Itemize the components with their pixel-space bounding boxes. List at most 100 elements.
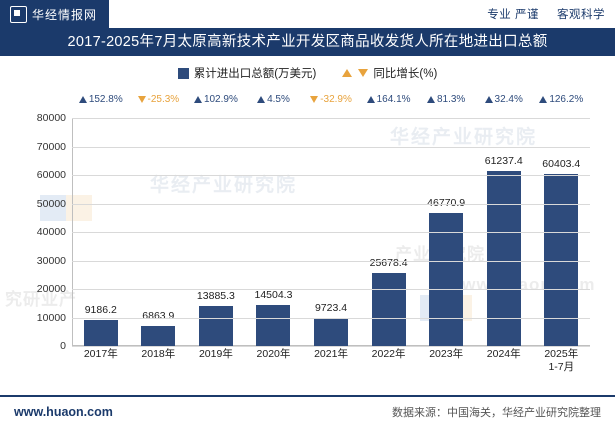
slogan-right: 客观科学 [557,9,605,21]
bar-value-label: 25678.4 [369,256,408,269]
growth-rate-label: 102.9% [203,94,238,105]
growth-rate-label: 4.5% [267,94,290,105]
bar-value-label: 9723.4 [314,302,348,315]
x-axis-tick-label: 2017年 [83,348,118,360]
growth-rate-item: -32.9% [302,94,360,105]
y-axis-tick-label: 40000 [36,226,66,238]
x-axis-tick-label: 2023年 [429,348,464,360]
bar[interactable] [198,306,233,346]
marker-up-icon [193,96,202,103]
marker-up-icon [366,96,375,103]
bar[interactable] [141,326,176,346]
triangle-down-icon [358,69,369,77]
chart-legend: 累计进出口总额(万美元) 同比增长(%) [0,56,615,90]
bar[interactable] [314,318,349,346]
y-axis-tick-label: 60000 [36,169,66,181]
marker-up-icon [426,96,435,103]
growth-rate-item: 126.2% [533,94,591,105]
legend-label-growth: 同比增长(%) [373,68,438,80]
growth-rate-row: 152.8% -25.3% 102.9% 4.5% -32.9% 164.1% 81.3% 3… [72,94,590,105]
growth-rate-label: -32.9% [320,94,352,105]
bar-cell: 25678.4 [360,118,418,346]
growth-rate-label: 32.4% [494,94,523,105]
x-axis-tick-label: 2024年 [486,348,521,360]
marker-down-icon [137,96,146,103]
y-axis-tick-label: 70000 [36,140,66,153]
slogan-left: 专业 严谨 [487,9,539,21]
x-axis-tick-label: 2025年 1-7月 [544,348,579,373]
bar-swatch-icon [177,67,189,79]
gridline [72,260,590,262]
marker-up-icon [78,96,87,103]
bar-value-label: 9186.2 [84,303,117,316]
gridline [72,118,590,119]
growth-rate-label: -25.3% [147,94,180,105]
bar-value-label: 60403.4 [542,157,581,170]
bar[interactable] [486,171,521,346]
legend-item-growth[interactable]: 同比增长(%) [342,65,437,81]
bar[interactable] [256,304,291,346]
growth-rate-label: 152.8% [88,94,123,105]
growth-rate-label: 164.1% [376,94,411,105]
x-axis-tick-label: 2019年 [198,348,233,360]
bar-cell: 46770.9 [417,118,475,346]
y-axis-tick-label: 30000 [36,254,66,267]
legend-label-total: 累计进出口总额(万美元) [193,68,317,80]
growth-rate-item: 102.9% [187,94,245,105]
gridline [72,203,590,205]
bar[interactable] [83,319,118,346]
x-axis-tick-label: 2020年 [256,348,291,360]
plot-region: 9186.2 6863.9 13885.3 14504.3 9723.4 25678.4 4… [37,112,590,352]
bar-series: 9186.2 6863.9 13885.3 14504.3 9723.4 25678.4 4… [72,118,590,346]
gridline [72,232,590,233]
marker-up-icon [484,96,493,103]
bar-cell: 61237.4 [475,118,533,346]
bar-value-label: 13885.3 [196,290,235,303]
bar-cell: 60403.4 [533,118,591,346]
growth-rate-item: 81.3% [417,94,475,105]
x-axis-tick-label: 2022年 [371,348,406,360]
bar-cell: 13885.3 [187,118,245,346]
growth-rate-label: 81.3% [436,94,466,105]
gridline [72,146,590,148]
bar-value-label: 46770.9 [427,197,465,209]
legend-item-total[interactable]: 累计进出口总额(万美元) [177,65,317,81]
growth-rate-item: 164.1% [360,94,418,105]
bar-cell: 6863.9 [130,118,188,346]
gridline [72,346,590,347]
square-logo-icon [10,5,27,23]
triangle-up-icon [342,69,353,77]
growth-rate-item: -25.3% [130,94,188,105]
bar[interactable] [429,212,464,346]
footer-bar: www.huaon.com 数据来源：中国海关，华经产业研究院整理 [0,395,615,427]
growth-rate-item: 152.8% [72,94,130,105]
slogan-group: 专业 严谨 客观科学 [487,6,605,22]
y-axis-tick-label: 50000 [36,197,66,210]
bar-cell: 9186.2 [72,118,130,346]
y-axis-tick-label: 20000 [36,283,66,295]
bar-value-label: 6863.9 [142,310,175,323]
footer-source: 数据来源：中国海关，华经产业研究院整理 [392,407,601,419]
bar-value-label: 14504.3 [254,288,293,301]
bar[interactable] [371,272,406,346]
brand-logo: 华经情报网 [0,0,110,28]
marker-up-icon [539,96,548,103]
bar-cell: 9723.4 [302,118,360,346]
marker-down-icon [310,96,319,103]
footer-site-url[interactable]: www.huaon.com [14,405,113,419]
gridline [72,175,590,176]
gridline [72,317,590,319]
growth-rate-item: 4.5% [245,94,303,105]
y-axis-tick-label: 0 [60,340,66,352]
marker-up-icon [257,96,266,103]
bar[interactable] [544,173,579,346]
brand-name: 华经情报网 [32,7,98,22]
x-axis-tick-label: 2021年 [314,348,348,360]
x-axis-tick-label: 2018年 [141,348,176,360]
y-axis-tick-label: 80000 [36,112,66,124]
growth-rate-item: 32.4% [475,94,533,105]
bar-value-label: 61237.4 [484,155,523,168]
x-axis-labels: 2017年 2018年 2019年 2020年 2021年 2022年 2023年 2024年… [72,348,590,374]
gridline [72,289,590,290]
bar-cell: 14504.3 [245,118,303,346]
